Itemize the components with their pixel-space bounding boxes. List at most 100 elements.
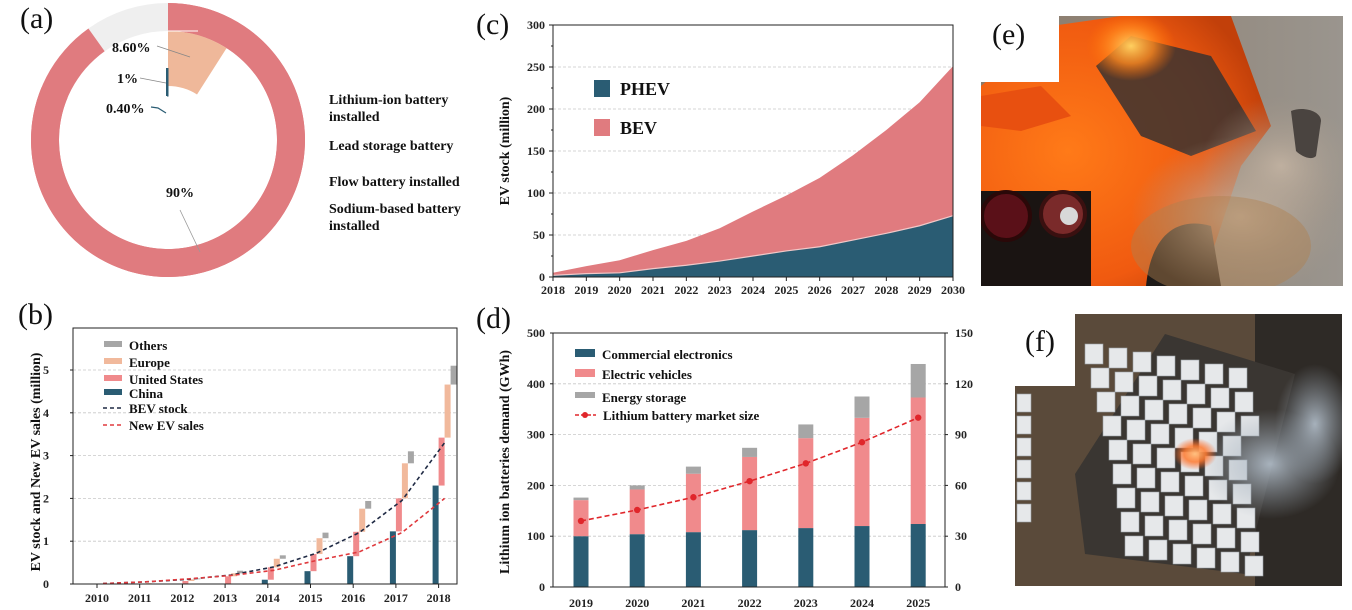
battery-container xyxy=(1240,531,1260,553)
ytick-label-b: 3 xyxy=(43,449,49,463)
legend-item-lithium: Lithium-ion battery installed xyxy=(329,93,449,125)
photo-battery-storage-fire xyxy=(1015,314,1342,586)
battery-container xyxy=(1016,393,1032,413)
xtick-label-c: 2028 xyxy=(874,283,898,297)
legend-label-bev-stock: BEV stock xyxy=(129,401,188,416)
battery-container xyxy=(1168,519,1188,541)
bar-united-states xyxy=(310,554,317,572)
bar-others xyxy=(450,365,457,385)
battery-container xyxy=(1160,471,1180,493)
bar-energy-storage xyxy=(854,396,870,418)
bar-united-states xyxy=(353,531,360,557)
battery-container xyxy=(1196,547,1216,569)
battery-container xyxy=(1090,367,1110,389)
bar-china xyxy=(304,571,311,584)
area-phev xyxy=(553,215,953,277)
ytick-label-d: 200 xyxy=(527,478,545,492)
xtick-label-c: 2021 xyxy=(641,283,665,297)
point-market-size xyxy=(634,506,641,514)
battery-container xyxy=(1096,391,1116,413)
bar-china xyxy=(389,531,396,584)
xtick-label-b: 2014 xyxy=(256,591,280,605)
battery-container xyxy=(1112,463,1132,485)
battery-container xyxy=(1210,387,1230,409)
battery-container xyxy=(1108,347,1128,369)
legend-swatch-united-states xyxy=(104,375,122,381)
y2tick-label-d: 0 xyxy=(955,580,961,594)
xtick-label-b: 2013 xyxy=(213,591,237,605)
battery-container xyxy=(1016,437,1032,457)
xtick-label-c: 2024 xyxy=(741,283,765,297)
battery-container xyxy=(1184,475,1204,497)
battery-container xyxy=(1124,535,1144,557)
point-market-size xyxy=(746,477,753,485)
battery-container xyxy=(1016,503,1032,523)
bar-china xyxy=(347,556,354,584)
legend-label-bev: BEV xyxy=(620,118,657,138)
battery-container xyxy=(1216,527,1236,549)
area-chart-c: 0 50 100 150 200 250 300 2018 2019 2020 2021 2022 20… xyxy=(498,18,965,297)
point-market-size xyxy=(915,414,922,421)
leader-line-lead xyxy=(156,45,191,58)
battery-container xyxy=(1016,481,1032,501)
ytick-label-d: 300 xyxy=(527,428,545,442)
bar-commercial-electronics xyxy=(573,536,589,587)
area-boundary-line xyxy=(552,215,954,276)
ytick-label-c: 150 xyxy=(527,144,545,158)
bar-energy-storage xyxy=(742,447,758,457)
donut-chart-a: 90% 8.60% 1% 0.40% xyxy=(30,3,306,277)
ytick-label-b: 1 xyxy=(43,534,49,548)
xtick-label-c: 2020 xyxy=(608,283,632,297)
battery-container xyxy=(1168,403,1188,425)
battery-container xyxy=(1120,395,1140,417)
battery-container xyxy=(1156,355,1176,377)
battery-container xyxy=(1192,523,1212,545)
point-market-size xyxy=(690,494,697,501)
bar-others xyxy=(322,532,329,539)
xtick-label-b: 2011 xyxy=(128,591,151,605)
bar-europe xyxy=(273,558,280,568)
photo-burning-car xyxy=(981,16,1343,286)
y2tick-label-d: 90 xyxy=(955,428,967,442)
xtick-label-c: 2027 xyxy=(841,283,865,297)
battery-container xyxy=(1126,419,1146,441)
xtick-label-b: 2017 xyxy=(384,591,408,605)
xtick-label-c: 2022 xyxy=(674,283,698,297)
bar-commercial-electronics xyxy=(629,534,645,587)
bar-commercial-electronics xyxy=(742,530,758,587)
bar-energy-storage xyxy=(685,466,701,474)
ytick-label-d: 400 xyxy=(527,377,545,391)
bar-commercial-electronics xyxy=(685,532,701,587)
bar-europe xyxy=(316,538,323,555)
battery-container xyxy=(1204,363,1224,385)
donut-slice-lead xyxy=(168,31,227,95)
legend-swatch-electric-vehicles xyxy=(575,369,595,377)
xtick-label-c: 2023 xyxy=(708,283,732,297)
bar-others xyxy=(365,500,372,509)
bar-energy-storage xyxy=(573,497,589,501)
ytick-label-c: 50 xyxy=(533,228,545,242)
xtick-label-d: 2019 xyxy=(569,596,593,610)
battery-container xyxy=(1144,515,1164,537)
photo-label-f xyxy=(1015,314,1075,386)
legend-label-europe: Europe xyxy=(129,355,170,370)
bar-europe xyxy=(401,463,408,499)
bar-electric-vehicles xyxy=(798,438,814,529)
bar-united-states xyxy=(182,581,189,584)
point-market-size xyxy=(577,517,585,525)
ytick-label-b: 4 xyxy=(43,406,49,420)
xtick-label-b: 2016 xyxy=(341,591,365,605)
bar-commercial-electronics xyxy=(854,526,870,587)
bar-others xyxy=(279,555,286,559)
value-label-lithium: 90% xyxy=(166,186,194,201)
battery-container xyxy=(1108,439,1128,461)
bar-energy-storage xyxy=(629,485,645,490)
ytick-label-c: 200 xyxy=(527,102,545,116)
panel-label-e: (e) xyxy=(992,18,1026,51)
battery-container xyxy=(1116,487,1136,509)
battery-container xyxy=(1172,543,1192,565)
xtick-label-b: 2015 xyxy=(299,591,323,605)
ytick-label-c: 0 xyxy=(539,270,545,284)
xtick-label-d: 2025 xyxy=(906,596,930,610)
ylabel-c: EV stock (million) xyxy=(498,96,513,205)
